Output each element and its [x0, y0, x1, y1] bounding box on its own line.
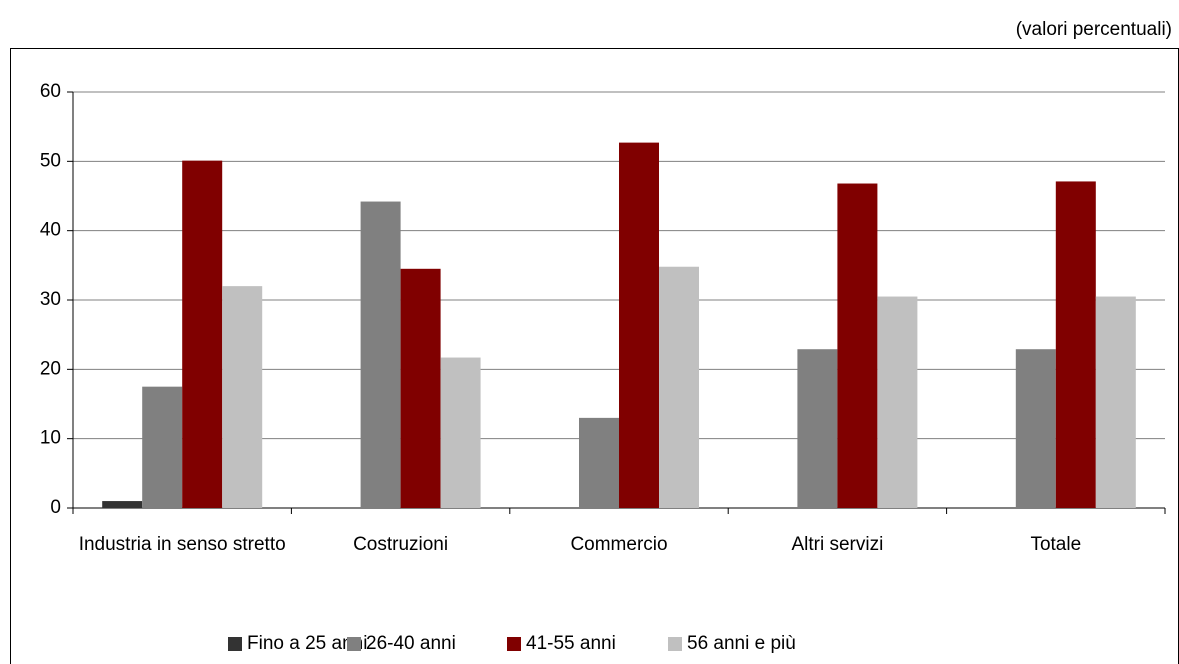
x-tick-label: Totale [1030, 534, 1082, 555]
legend-swatch [228, 637, 242, 651]
bar [877, 296, 918, 508]
bar [360, 201, 401, 508]
y-tick-label: 10 [40, 428, 61, 449]
legend-swatch [668, 637, 682, 651]
bar [579, 417, 619, 508]
bar [659, 266, 699, 508]
y-tick-label: 20 [40, 358, 61, 379]
x-tick-label: Commercio [570, 534, 668, 555]
bar [400, 268, 441, 508]
chart-subtitle: (valori percentuali) [1016, 19, 1172, 40]
bar [837, 183, 878, 508]
y-tick-label: 0 [50, 497, 61, 518]
legend-label: 26-40 anni [366, 633, 456, 654]
bar [142, 386, 183, 508]
bar [1015, 349, 1056, 508]
bar [222, 286, 263, 508]
bar [440, 357, 481, 508]
bar [1055, 181, 1096, 508]
legend-label: Fino a 25 anni [247, 633, 367, 654]
legend-label: 41-55 anni [526, 633, 616, 654]
x-tick-label: Costruzioni [353, 534, 449, 555]
y-tick-label: 60 [40, 81, 61, 102]
legend-label: 56 anni e più [687, 633, 796, 654]
legend-swatch [347, 637, 361, 651]
y-tick-label: 40 [40, 220, 61, 241]
bar [1095, 296, 1136, 508]
y-tick-label: 50 [40, 150, 61, 171]
bar [619, 142, 659, 508]
x-tick-label: Altri servizi [791, 534, 884, 555]
x-tick-label: Industria in senso stretto [78, 534, 286, 555]
bar [182, 160, 223, 508]
y-tick-label: 30 [40, 289, 61, 310]
legend-swatch [507, 637, 521, 651]
bar [797, 349, 838, 508]
bar [102, 501, 143, 508]
